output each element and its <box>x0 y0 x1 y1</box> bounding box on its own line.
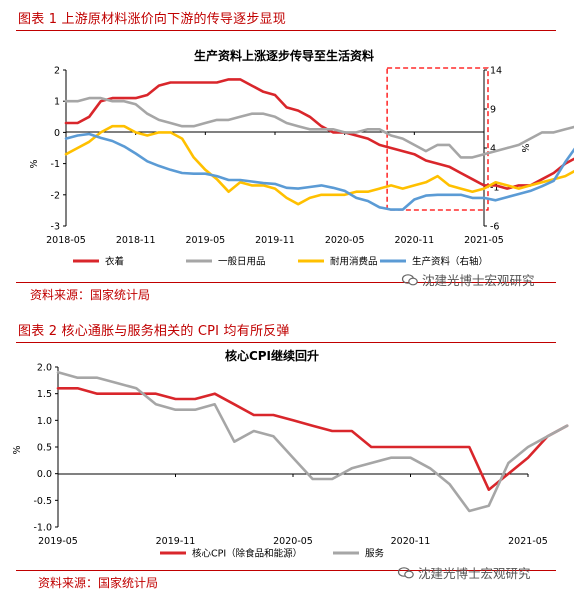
x-tick-label: 2020-11 <box>394 235 434 246</box>
figure1-source-rule <box>16 282 556 283</box>
x-tick-label: 2021-05 <box>464 235 504 246</box>
x-tick-label: 2019-11 <box>156 536 196 547</box>
legend-label-1: 服务 <box>365 548 385 560</box>
figure2-source: 资料来源：国家统计局 <box>38 576 159 590</box>
y-tick-label: -2 <box>51 190 60 201</box>
series-line-1 <box>64 96 574 159</box>
x-tick-label: 2019-05 <box>38 536 78 547</box>
y-tick-label: 0.0 <box>37 469 52 480</box>
x-tick-label: 2019-11 <box>255 235 295 246</box>
y2-tick-label: 9 <box>490 105 496 116</box>
x-tick-label: 2020-05 <box>273 536 313 547</box>
x-tick-label: 2021-05 <box>508 536 548 547</box>
series-line-2 <box>64 124 574 206</box>
figure2-source-rule <box>16 570 556 571</box>
y-tick-label: 2 <box>54 66 60 77</box>
figure1-caption: 图表 1 上游原材料涨价向下游的传导逐步显现 <box>18 12 286 27</box>
legend-label-1: 一般日用品 <box>218 256 266 268</box>
y2-tick-label: 4 <box>490 144 496 155</box>
figure2-caption: 图表 2 核心通胀与服务相关的 CPI 均有所反弹 <box>18 324 290 339</box>
series-line-3 <box>64 132 574 211</box>
y-tick-label: 1.5 <box>37 389 52 400</box>
y-tick-label: 1 <box>54 97 60 108</box>
series-line-1 <box>56 370 569 513</box>
y-tick-label: 2.0 <box>37 363 52 374</box>
chart1: 生产资料上涨逐步传导至生活资料 % % 2 1 0 -1 -2 -3 14 9 4 -1 -6 201… <box>29 48 574 268</box>
x-tick-label: 2018-05 <box>46 235 86 246</box>
figure2-caption-rule <box>16 342 556 343</box>
y-tick-label: 0 <box>54 128 60 139</box>
y-tick-label: -1 <box>51 159 60 170</box>
x-tick-label: 2018-11 <box>116 235 156 246</box>
x-tick-label: 2020-11 <box>391 536 431 547</box>
legend-label-0: 核心CPI（除食品和能源） <box>192 548 302 560</box>
y2-tick-label: -6 <box>490 222 499 233</box>
y2-tick-label: 14 <box>490 66 502 77</box>
y-tick-label: -3 <box>51 222 60 233</box>
figure1-watermark-text: 沈建光博士宏观研究 <box>422 273 535 288</box>
chart1-y-label: % <box>29 159 40 168</box>
x-tick-label: 2020-05 <box>325 235 365 246</box>
y-tick-label: -1.0 <box>33 523 52 534</box>
legend-label-3: 生产资料（右轴） <box>412 256 488 268</box>
figure2-watermark: 沈建光博士宏观研究 <box>397 563 531 582</box>
chart2-y-label: % <box>12 445 23 454</box>
chart2: 核心CPI继续回升 % 2.0 1.5 1.0 0.5 0.0 -0.5 -1.0 2019-… <box>12 348 569 560</box>
y-tick-label: 1.0 <box>37 416 52 427</box>
legend-label-0: 衣着 <box>105 256 124 268</box>
wechat-icon <box>401 273 418 285</box>
chart1-y2-label: % <box>519 143 530 152</box>
chart2-title: 核心CPI继续回升 <box>225 348 319 363</box>
figure1-watermark: 沈建光博士宏观研究 <box>401 270 535 289</box>
figure2-watermark-text: 沈建光博士宏观研究 <box>418 566 531 581</box>
wechat-icon <box>397 566 414 578</box>
y-tick-label: -0.5 <box>33 496 52 507</box>
x-tick-label: 2019-05 <box>185 235 225 246</box>
highlight-box <box>386 67 489 211</box>
figure1-source: 资料来源：国家统计局 <box>30 288 151 302</box>
legend-label-2: 耐用消费品 <box>330 256 378 268</box>
y-tick-label: 0.5 <box>37 443 52 454</box>
y2-tick-label: -1 <box>490 183 499 194</box>
chart1-title: 生产资料上涨逐步传导至生活资料 <box>194 48 374 63</box>
figure1-caption-rule <box>16 30 556 31</box>
